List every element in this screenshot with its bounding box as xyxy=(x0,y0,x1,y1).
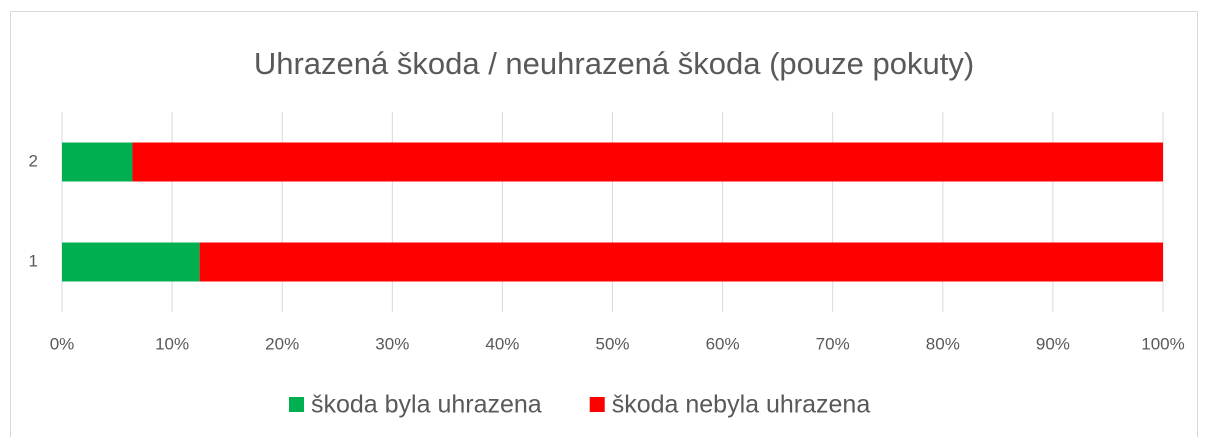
x-tick-label: 70% xyxy=(816,334,850,353)
x-tick-label: 100% xyxy=(1141,334,1184,353)
legend-swatch xyxy=(589,397,605,412)
x-tick-label: 80% xyxy=(926,334,960,353)
bar-segment xyxy=(62,242,200,282)
x-tick-label: 30% xyxy=(375,334,409,353)
legend-swatch xyxy=(289,397,304,412)
legend-label: škoda nebyla uhrazena xyxy=(612,391,871,419)
bar-segment xyxy=(199,242,1163,282)
x-tick-label: 90% xyxy=(1036,334,1070,353)
bar-segment xyxy=(132,142,1164,182)
legend-label: škoda byla uhrazena xyxy=(311,391,542,419)
chart-border xyxy=(10,11,1198,437)
x-tick-label: 10% xyxy=(155,334,189,353)
bar-segment xyxy=(62,142,133,182)
x-tick-label: 40% xyxy=(485,334,519,353)
x-tick-label: 50% xyxy=(595,334,629,353)
chart-title: Uhrazená škoda / neuhrazená škoda (pouze… xyxy=(254,46,974,81)
x-tick-label: 0% xyxy=(50,334,75,353)
y-tick-label: 2 xyxy=(29,151,38,170)
x-tick-label: 20% xyxy=(265,334,299,353)
x-tick-label: 60% xyxy=(706,334,740,353)
y-tick-label: 1 xyxy=(29,251,38,270)
